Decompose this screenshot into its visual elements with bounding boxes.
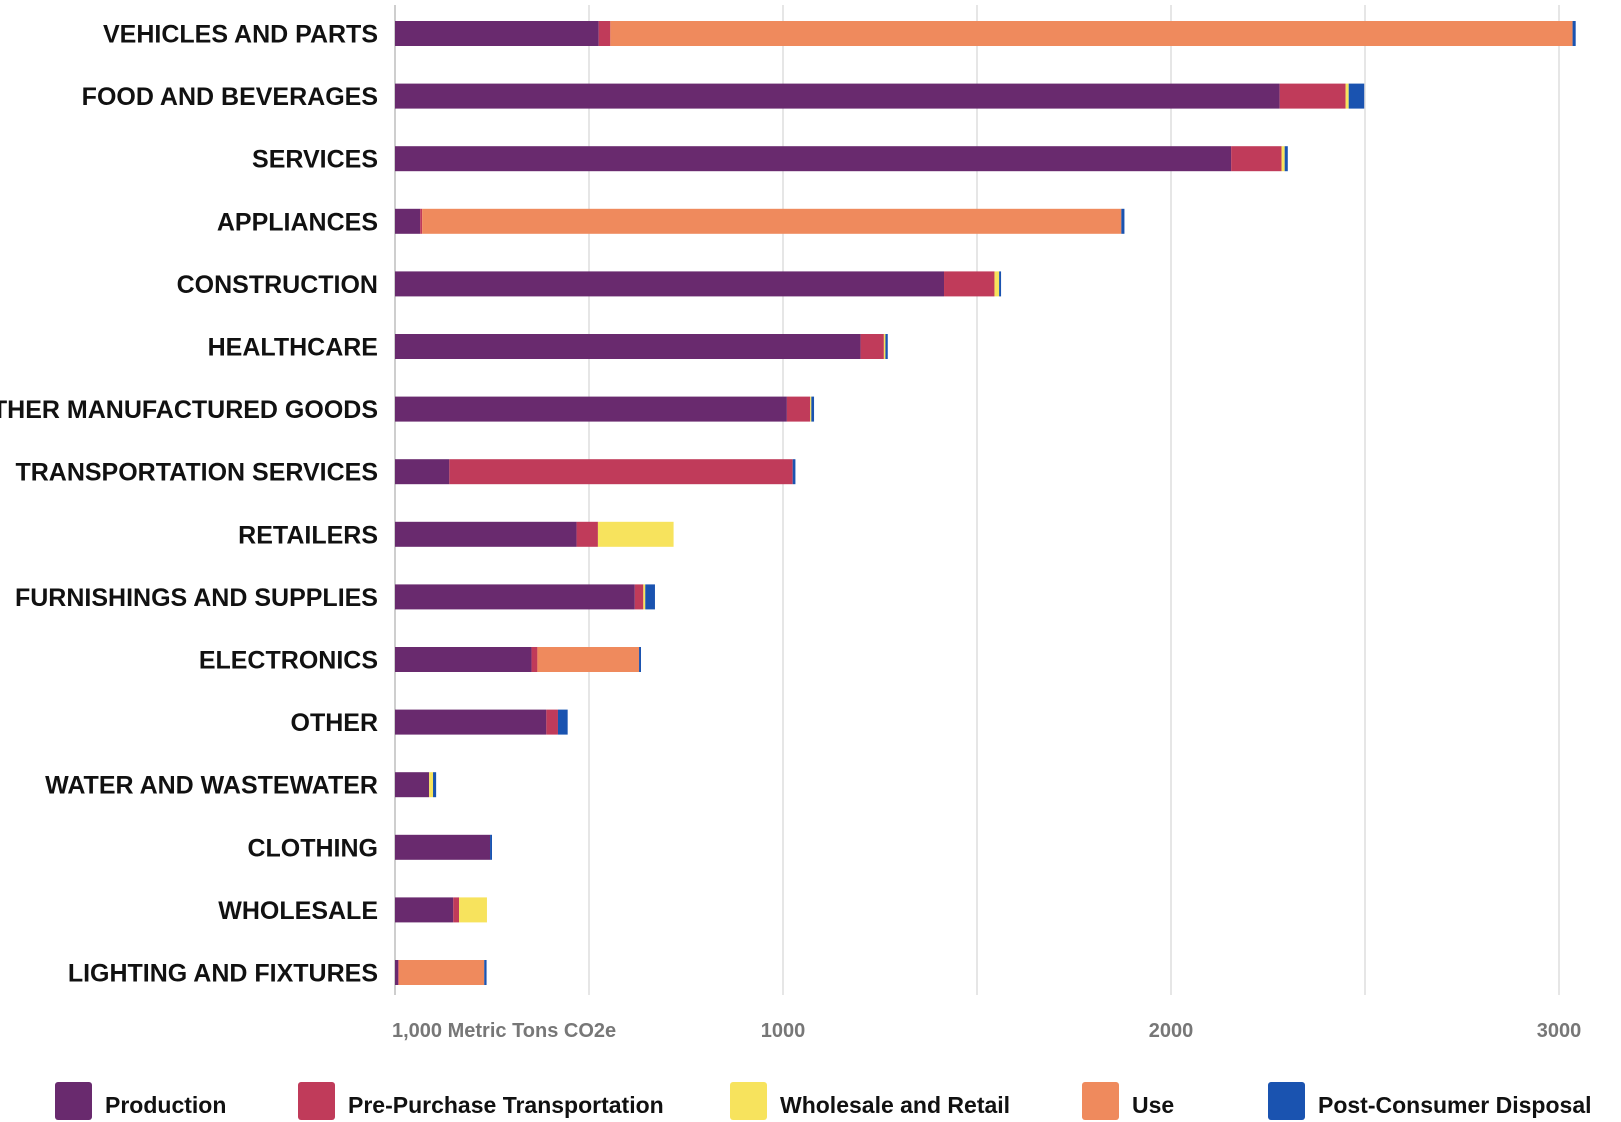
category-label: CONSTRUCTION <box>177 271 378 299</box>
legend-swatch <box>1268 1082 1305 1120</box>
x-tick-label: 1000 <box>761 1020 806 1042</box>
bar-segment <box>1572 21 1576 46</box>
bar-segment <box>395 584 635 610</box>
bar-segment <box>639 647 641 672</box>
bar-segment <box>395 960 399 985</box>
bar-segment <box>449 459 793 485</box>
bar-segment <box>643 584 646 610</box>
bar-segment <box>994 271 1000 297</box>
bar-segment <box>395 146 1232 172</box>
category-label: CLOTHING <box>247 834 378 862</box>
x-axis: 1,000 Metric Tons CO2e 1000 2000 3000 <box>392 1020 1581 1042</box>
x-tick-label: 2000 <box>1149 1020 1194 1042</box>
category-label: FOOD AND BEVERAGES <box>82 83 378 111</box>
bar-segment <box>1284 146 1288 172</box>
bar-segment <box>576 521 598 547</box>
bar-segment <box>1348 83 1365 109</box>
bar-segment <box>395 709 547 735</box>
bar-segment <box>484 960 487 985</box>
bar-segment <box>433 772 437 798</box>
category-label: OTHER <box>291 709 379 737</box>
bar-segment <box>395 521 577 547</box>
x-tick-label: 3000 <box>1537 1020 1582 1042</box>
bar-segment <box>1345 83 1349 109</box>
bar-segment <box>546 709 558 735</box>
bar-segment <box>395 21 599 46</box>
category-label: TRANSPORTATION SERVICES <box>15 459 378 487</box>
legend-swatch <box>1082 1082 1119 1120</box>
category-label: LIGHTING AND FIXTURES <box>68 960 378 988</box>
category-labels: VEHICLES AND PARTS FOOD AND BEVERAGES SERV… <box>0 21 378 988</box>
bar-segment <box>395 647 532 672</box>
bar-segment <box>598 21 611 46</box>
bar-segment <box>395 271 945 297</box>
bar-segment <box>792 459 796 485</box>
category-label: SERVICES <box>252 146 378 174</box>
bar-segment <box>395 834 491 860</box>
bar-segment <box>531 647 538 672</box>
category-label: HEALTHCARE <box>208 334 378 362</box>
bar-segment <box>490 834 492 860</box>
bar-segment <box>453 897 460 923</box>
category-label: APPLIANCES <box>217 208 378 236</box>
bar-segment <box>422 208 1122 234</box>
category-label: WHOLESALE <box>218 897 378 925</box>
bar-segment <box>860 334 884 359</box>
bar-segment <box>1121 208 1125 234</box>
bar-segment <box>395 772 430 798</box>
category-label: RETAILERS <box>238 521 378 549</box>
bar-segment <box>395 897 454 923</box>
bar-segment <box>537 647 640 672</box>
legend-swatch <box>55 1082 92 1120</box>
bar-segment <box>610 21 1573 46</box>
bar-segment <box>398 960 399 985</box>
category-label: WATER AND WASTEWATER <box>45 772 378 800</box>
bars <box>395 21 1576 985</box>
bar-segment <box>883 334 886 359</box>
bar-segment <box>634 584 644 610</box>
bar-segment <box>786 396 811 422</box>
category-label: OTHER MANUFACTURED GOODS <box>0 396 378 424</box>
bar-segment <box>395 396 787 422</box>
bar-segment <box>459 897 487 923</box>
bar-segment <box>398 960 485 985</box>
category-label: ELECTRONICS <box>199 647 378 675</box>
category-label: VEHICLES AND PARTS <box>103 21 378 49</box>
bar-segment <box>1279 83 1346 109</box>
bar-segment <box>420 208 423 234</box>
bar-segment <box>597 521 674 547</box>
bar-segment <box>885 334 888 359</box>
bar-segment <box>395 83 1280 109</box>
legend-label: Post-Consumer Disposal <box>1318 1092 1592 1118</box>
legend-label: Production <box>105 1092 226 1118</box>
bar-segment <box>1231 146 1282 172</box>
bar-segment <box>645 584 655 610</box>
bar-segment <box>395 334 861 359</box>
bar-segment <box>811 396 815 422</box>
bar-segment <box>999 271 1002 297</box>
bar-segment <box>395 459 450 485</box>
bar-segment <box>810 396 812 422</box>
bar-segment <box>944 271 995 297</box>
category-label: FURNISHINGS AND SUPPLIES <box>15 584 378 612</box>
x-axis-title: 1,000 Metric Tons CO2e <box>392 1020 616 1042</box>
bar-segment <box>429 772 434 798</box>
bar-segment <box>395 208 421 234</box>
bar-segment <box>557 709 568 735</box>
legend-swatch <box>298 1082 335 1120</box>
legend: Production Pre-Purchase Transportation Who… <box>55 1082 1592 1120</box>
legend-label: Pre-Purchase Transportation <box>348 1092 664 1118</box>
legend-swatch <box>730 1082 767 1120</box>
legend-label: Use <box>1132 1092 1174 1118</box>
bar-segment <box>1281 146 1285 172</box>
legend-label: Wholesale and Retail <box>780 1092 1010 1118</box>
